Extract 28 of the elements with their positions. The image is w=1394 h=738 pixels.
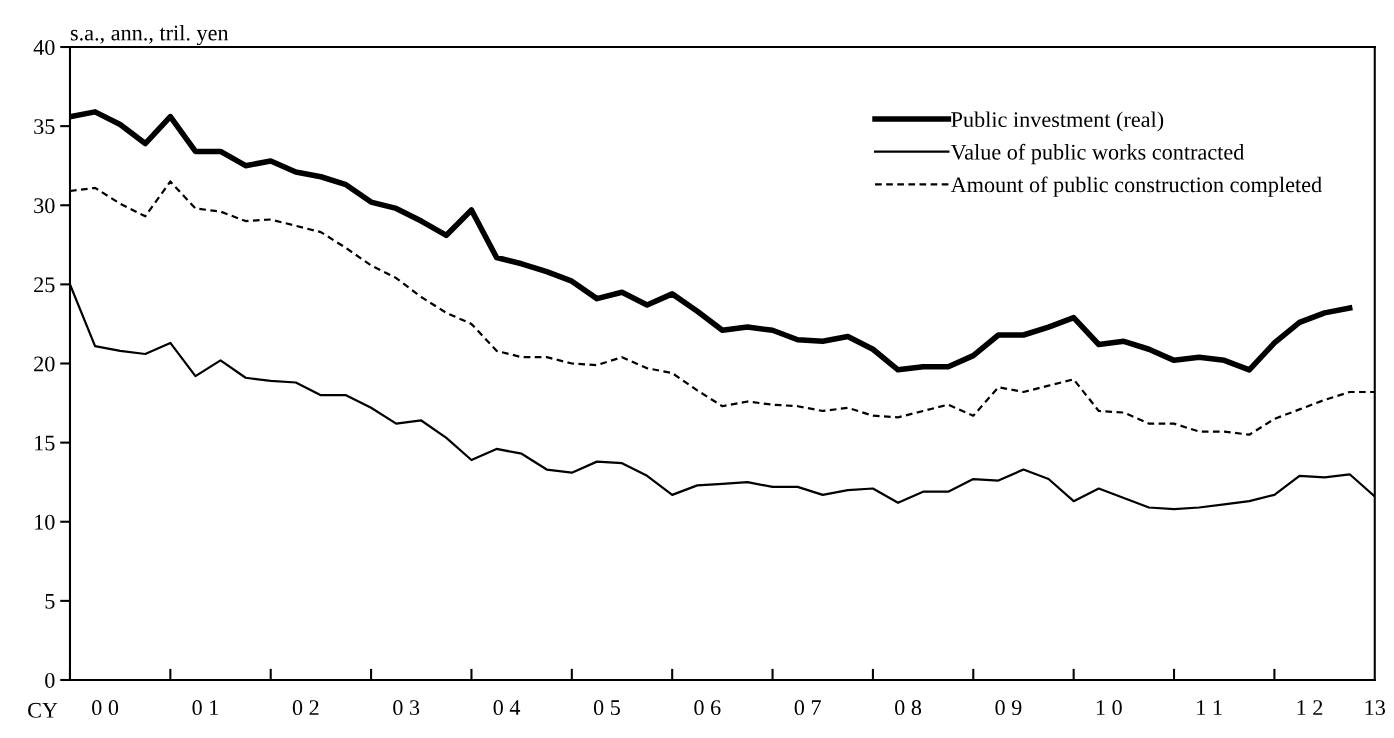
x-tick-label: 1 2 [1297, 700, 1323, 715]
x-tick-label: 1 1 [1197, 700, 1222, 715]
x-tick-label: 13 [1365, 700, 1386, 716]
y-tick-label: 20 [34, 356, 55, 372]
x-tick-label: 1 0 [1096, 700, 1122, 716]
legend-label: Public investment (real) [951, 111, 1164, 132]
x-tick-label: 0 6 [694, 700, 721, 716]
x-tick-label: 0 0 [92, 700, 119, 716]
x-tick-label: 0 8 [895, 700, 922, 716]
y-tick-label: 10 [35, 514, 55, 530]
y-tick-label: 35 [34, 119, 55, 135]
x-tick-label: 0 5 [593, 700, 620, 716]
legend-label: Value of public works contracted [950, 143, 1245, 165]
x-tick-label: 0 3 [393, 700, 420, 716]
x-tick-label: 0 2 [292, 700, 319, 716]
x-axis-title: CY [28, 702, 58, 718]
y-tick-label: 25 [34, 277, 55, 293]
x-tick-label: 0 7 [794, 700, 821, 716]
y-tick-label: 30 [34, 198, 55, 214]
x-tick-label: 0 1 [192, 700, 219, 716]
x-tick-label: 0 9 [995, 700, 1022, 716]
y-tick-label: 0 [45, 672, 55, 688]
y-tick-label: 15 [35, 435, 55, 451]
y-axis-title: s.a., ann., tril. yen [70, 24, 229, 46]
y-tick-label: 5 [45, 594, 55, 609]
legend-label: Amount of public construction completed [950, 176, 1322, 197]
x-tick-label: 0 4 [493, 700, 521, 716]
y-tick-label: 40 [33, 39, 55, 55]
